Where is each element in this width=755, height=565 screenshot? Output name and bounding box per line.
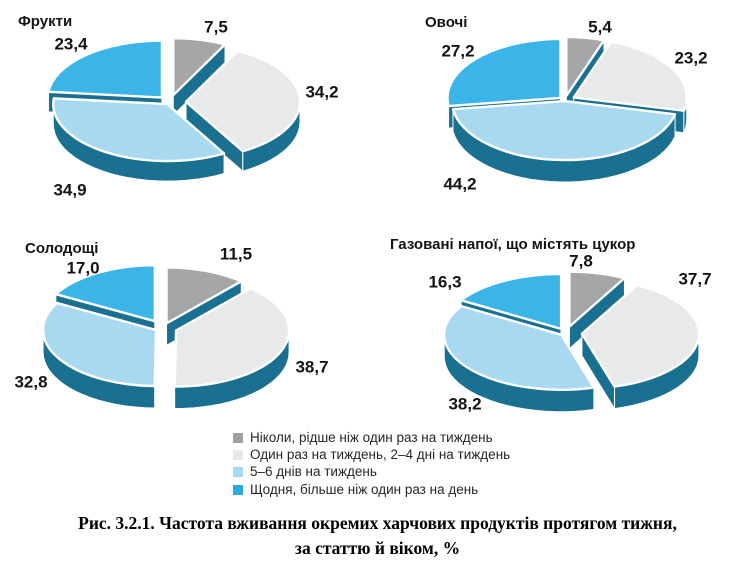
pie-slice-top — [459, 272, 563, 331]
slice-value-label: 23,4 — [54, 35, 88, 54]
legend-color-swatch — [233, 467, 243, 478]
legend-item-label: Один раз на тиждень, 2–4 дні на тиждень — [250, 447, 511, 463]
legend-item-never: Ніколи, рідше ніж один раз на тиждень — [233, 429, 510, 446]
pie-slice-group — [184, 49, 302, 172]
pie-slice-top — [451, 99, 677, 162]
pie-slice-top — [184, 49, 302, 153]
slice-value-label: 34,2 — [305, 83, 338, 102]
pie-chart-vegetables: 5,4 23,2 44,2 27,2 Овочі — [375, 0, 755, 225]
pie-slice-top — [565, 35, 606, 98]
slice-value-label: 7,5 — [204, 18, 228, 37]
vegetables-chart-title: Овочі — [425, 14, 468, 31]
pie-slice-group — [172, 36, 227, 116]
pie-slice-group — [451, 99, 677, 183]
pie-chart-sugary-drinks: 7,8 37,7 38,2 16,3 Газовані напої, що містя… — [375, 225, 755, 437]
pie-slice-top — [172, 36, 227, 97]
pie-chart-fruits: 7,5 34,2 34,9 23,4 Фрукти — [0, 0, 370, 225]
pie-slice-top — [47, 39, 164, 99]
pie-slice-group — [580, 284, 701, 410]
legend-item-label: 5–6 днів на тиждень — [250, 464, 377, 480]
caption-line-1: Рис. 3.2.1. Частота вживання окремих хар… — [78, 513, 677, 533]
pie-slice-top — [443, 304, 596, 391]
pie-slice-top — [572, 40, 688, 112]
sweets-chart-title: Солодощі — [25, 240, 99, 257]
sugary-drinks-pie-svg: 7,8 37,7 38,2 16,3 — [428, 252, 711, 414]
figure-caption: Рис. 3.2.1. Частота вживання окремих хар… — [0, 511, 755, 561]
pie-slice-top — [173, 287, 291, 388]
slice-value-label: 27,2 — [441, 42, 474, 61]
pie-slice-top — [54, 263, 157, 323]
legend-color-swatch — [233, 432, 243, 443]
legend-item-5-6-days: 5–6 днів на тиждень — [233, 464, 510, 481]
slice-value-label: 37,7 — [678, 270, 711, 289]
pie-slice-top — [41, 301, 158, 388]
pie-chart-sweets: 11,5 38,7 32,8 17,0 Солодощі — [0, 225, 370, 437]
pie-slice-group — [41, 301, 158, 409]
fruits-pie-svg: 7,5 34,2 34,9 23,4 — [47, 18, 339, 200]
vegetables-pie-svg: 5,4 23,2 44,2 27,2 — [441, 18, 707, 194]
caption-line-2: за статтю й віком, % — [294, 538, 461, 558]
legend-item-once-a-week: Один раз на тиждень, 2–4 дні на тиждень — [233, 446, 510, 463]
pie-slice-top — [568, 270, 626, 328]
slice-value-label: 34,9 — [53, 181, 86, 200]
pie-slice-group — [173, 287, 291, 409]
legend-color-swatch — [233, 484, 243, 495]
pie-slice-top — [165, 266, 243, 325]
legend-item-daily: Щодня, більше ніж один раз на день — [233, 481, 510, 498]
fruits-chart-title: Фрукти — [18, 13, 73, 30]
slice-value-label: 16,3 — [428, 273, 461, 292]
sweets-pie-svg: 11,5 38,7 32,8 17,0 — [14, 245, 329, 409]
legend-item-label: Ніколи, рідше ніж один раз на тиждень — [250, 429, 493, 445]
slice-value-label: 7,8 — [569, 252, 593, 271]
pie-slice-top — [446, 37, 562, 108]
pie-slice-group — [52, 97, 226, 182]
legend: Ніколи, рідше ніж один раз на тиждень Оди… — [233, 429, 510, 498]
slice-value-label: 44,2 — [443, 175, 476, 194]
pie-slice-top — [52, 97, 226, 163]
legend-color-swatch — [233, 449, 243, 460]
slice-value-label: 17,0 — [66, 259, 99, 278]
slice-value-label: 38,7 — [295, 358, 328, 377]
slice-value-label: 38,2 — [448, 395, 481, 414]
sugary-drinks-chart-title: Газовані напої, що містять цукор — [390, 236, 636, 253]
legend-item-label: Щодня, більше ніж один раз на день — [250, 481, 479, 497]
slice-value-label: 11,5 — [220, 245, 252, 264]
pie-slice-group — [443, 304, 596, 413]
pie-slice-top — [580, 284, 701, 388]
slice-value-label: 32,8 — [14, 373, 47, 392]
slice-value-label: 23,2 — [674, 49, 707, 68]
slice-value-label: 5,4 — [588, 18, 612, 37]
